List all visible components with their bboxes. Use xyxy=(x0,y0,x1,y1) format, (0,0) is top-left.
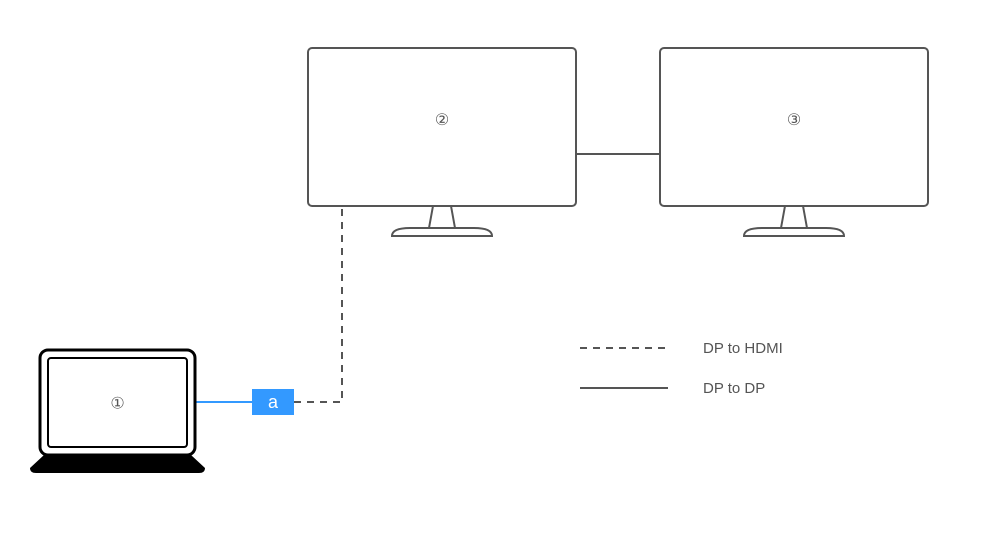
conn-adapter-to-monitor2 xyxy=(294,206,342,402)
monitor-label: ③ xyxy=(787,112,801,129)
laptop-icon: ① xyxy=(30,350,205,473)
monitor-label: ② xyxy=(435,112,449,129)
laptop-label: ① xyxy=(110,396,124,413)
legend-label: DP to HDMI xyxy=(703,340,783,357)
monitor-icon: ③ xyxy=(660,48,928,236)
monitor-icon: ② xyxy=(308,48,576,236)
legend: DP to HDMI DP to DP xyxy=(580,340,783,397)
adapter-label: a xyxy=(268,392,279,412)
adapter-icon: a xyxy=(252,389,294,415)
legend-label: DP to DP xyxy=(703,380,765,397)
